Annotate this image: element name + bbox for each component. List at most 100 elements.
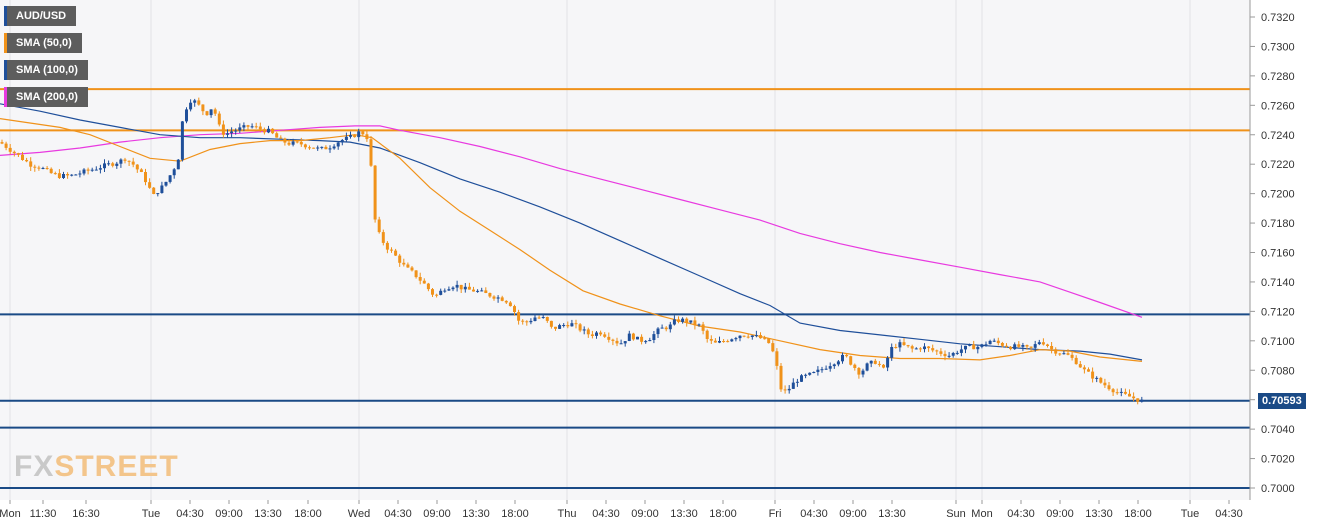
candle-body <box>1041 342 1045 345</box>
candle-body <box>78 173 82 175</box>
candle-body <box>873 360 877 364</box>
candle-body <box>800 375 803 382</box>
candle-body <box>861 370 865 375</box>
candle-body <box>750 335 754 337</box>
candle-body <box>783 389 787 391</box>
legend-symbol[interactable]: AUD/USD <box>4 6 77 26</box>
candle-body <box>1000 343 1004 346</box>
candle-body <box>984 344 988 346</box>
time-tick-label: Mon <box>971 508 992 520</box>
candle-body <box>820 369 824 371</box>
candle-body <box>582 329 586 331</box>
candle-body <box>119 159 123 164</box>
candle-body <box>49 168 53 174</box>
candle-body <box>455 284 459 288</box>
candle-body <box>713 340 717 343</box>
candle-body <box>1066 353 1070 355</box>
candle-body <box>1095 377 1099 379</box>
time-tick-label: 18:00 <box>709 508 737 520</box>
candle-body <box>1029 346 1033 348</box>
candle-body <box>705 330 709 339</box>
time-tick-label: 13:30 <box>670 508 698 520</box>
candle-body <box>451 287 455 290</box>
time-tick-label: 09:00 <box>839 508 867 520</box>
legend-sma50[interactable]: SMA (50,0) <box>4 33 82 53</box>
candle-body <box>21 154 24 160</box>
candle-body <box>914 348 918 350</box>
candle-body <box>574 323 578 325</box>
candle-body <box>906 345 910 347</box>
candle-body <box>287 142 291 145</box>
candle-body <box>139 169 143 172</box>
candle-body <box>344 136 348 140</box>
candle-body <box>841 354 844 362</box>
current-price-tag: 0.70593 <box>1258 393 1306 409</box>
candle-body <box>472 289 475 292</box>
candle-body <box>623 341 627 344</box>
candle-body <box>496 297 500 299</box>
candle-body <box>435 294 439 296</box>
candle-body <box>652 334 656 340</box>
horizontal-levels <box>0 88 1250 489</box>
candle-body <box>439 290 443 295</box>
candle-body <box>492 296 496 299</box>
candle-body <box>390 249 393 251</box>
candle-body <box>992 340 996 342</box>
candle-body <box>746 336 750 338</box>
candle-body <box>759 335 762 339</box>
candle-body <box>508 302 512 307</box>
candle-body <box>1025 345 1029 347</box>
candle-body <box>845 354 849 357</box>
candle-body <box>1132 396 1136 399</box>
candle-body <box>1111 389 1115 393</box>
candle-body <box>82 169 86 174</box>
legend-sma100[interactable]: SMA (100,0) <box>4 60 88 80</box>
legend-sma100-swatch <box>4 60 7 80</box>
candle-body <box>664 327 668 330</box>
candle-body <box>135 164 139 170</box>
candle-body <box>541 317 545 318</box>
candle-body <box>250 126 254 128</box>
candlesticks <box>0 97 1144 405</box>
candle-body <box>324 146 328 150</box>
candle-body <box>418 277 422 281</box>
candle-body <box>599 332 603 335</box>
candle-body <box>226 133 229 135</box>
legend-sma200-label: SMA (200,0) <box>16 91 78 103</box>
candle-body <box>168 175 172 182</box>
candle-body <box>988 340 992 345</box>
candle-body <box>217 113 221 125</box>
candle-body <box>578 324 582 331</box>
time-tick-label: Thu <box>558 508 577 520</box>
candle-body <box>406 264 410 268</box>
legend-sma200[interactable]: SMA (200,0) <box>4 87 88 107</box>
candle-body <box>459 284 463 290</box>
candle-body <box>779 365 783 390</box>
price-tick-label: 0.7300 <box>1261 41 1295 53</box>
candle-body <box>53 173 57 175</box>
candle-body <box>1062 353 1066 355</box>
candle-body <box>795 381 799 383</box>
candle-body <box>361 131 365 135</box>
candle-body <box>631 333 635 340</box>
time-tick-label: 13:30 <box>462 508 490 520</box>
candle-body <box>738 335 742 339</box>
candle-body <box>877 363 881 365</box>
candle-body <box>910 346 914 349</box>
logo-street: STREET <box>54 450 179 483</box>
candle-body <box>959 349 963 353</box>
candle-body <box>291 141 295 145</box>
candle-body <box>968 344 972 346</box>
candle-body <box>275 133 279 138</box>
candle-body <box>730 339 734 342</box>
candle-body <box>86 169 90 171</box>
legend-symbol-swatch <box>4 6 7 26</box>
candle-body <box>1119 391 1123 393</box>
candle-body <box>898 342 902 348</box>
candle-body <box>45 168 49 169</box>
candle-body <box>156 193 160 195</box>
candle-body <box>258 126 262 130</box>
candle-body <box>976 346 980 350</box>
candle-body <box>172 169 176 176</box>
candle-body <box>886 357 890 368</box>
